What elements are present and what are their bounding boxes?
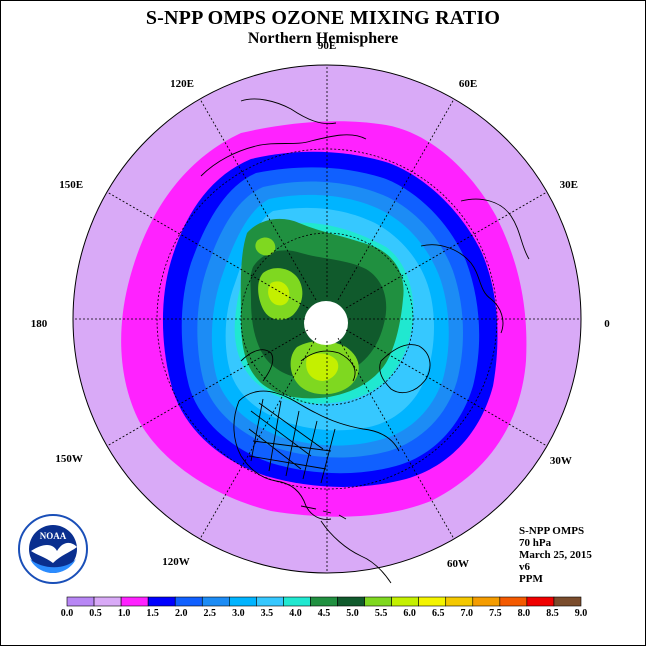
colorbar-tick-label: 2.0 xyxy=(174,608,188,619)
colorbar-swatch xyxy=(472,596,501,607)
noaa-logo: NOAA xyxy=(18,514,88,584)
colorbar-tick-label: 1.0 xyxy=(117,608,131,619)
colorbar-tick-label: 6.5 xyxy=(431,608,445,619)
colorbar-tick-label: 7.0 xyxy=(460,608,474,619)
colorbar-tick-label: 8.5 xyxy=(546,608,559,619)
colorbar-swatch xyxy=(120,596,149,607)
meridian-30W xyxy=(345,329,548,447)
map-subtitle: Northern Hemisphere xyxy=(247,30,399,47)
colorbar-tick-label: 7.5 xyxy=(489,608,502,619)
coastlines xyxy=(200,98,530,584)
info-units: PPM xyxy=(519,573,543,585)
pole-no-data xyxy=(304,301,348,345)
colorbar-tick-label: 5.0 xyxy=(346,608,359,619)
coast-europe xyxy=(420,198,530,334)
colorbar-tick-label: 6.0 xyxy=(403,608,416,619)
colorbar-swatch xyxy=(418,596,447,607)
longitude-label-0: 0 xyxy=(604,318,610,330)
longitude-label-90E: 90E xyxy=(318,40,336,52)
colorbar-swatch xyxy=(526,596,555,607)
map-title: S-NPP OMPS OZONE MIXING RATIO xyxy=(145,7,501,29)
colorbar-tick-label: 3.0 xyxy=(232,608,245,619)
longitude-label-150E: 150E xyxy=(59,179,83,191)
meridian-120E xyxy=(199,98,317,301)
colorbar-tick-label: 4.0 xyxy=(289,608,302,619)
meridian-60E xyxy=(337,98,455,301)
longitude-label-60W: 60W xyxy=(447,558,469,570)
colorbar-swatch xyxy=(174,596,203,607)
colorbar-swatch xyxy=(256,596,284,607)
graticule xyxy=(73,65,581,573)
info-level: 70 hPa xyxy=(519,537,552,549)
longitude-label-120E: 120E xyxy=(170,78,194,90)
colorbar-swatch xyxy=(499,596,528,607)
colorbar-swatch xyxy=(337,596,365,607)
info-block: S-NPP OMPS 70 hPa March 25, 2015 v6 PPM xyxy=(519,525,592,585)
colorbar-swatch xyxy=(364,596,392,607)
info-date: March 25, 2015 xyxy=(519,549,592,561)
longitude-label-30W: 30W xyxy=(550,455,572,467)
logo-text: NOAA xyxy=(40,531,67,541)
colorbar-swatch xyxy=(283,596,311,607)
colorbar-swatch xyxy=(93,596,122,607)
colorbar-swatch xyxy=(445,596,474,607)
contour-5p5-6-b xyxy=(306,353,339,381)
coast-south-america xyxy=(320,520,392,584)
logo-bird xyxy=(31,542,77,563)
coast-greenland xyxy=(379,344,431,394)
contour-5-5p5-c xyxy=(255,237,276,256)
info-product: S-NPP OMPS xyxy=(519,525,585,537)
colorbar-tick-label: 9.0 xyxy=(574,608,588,619)
colorbar-swatch xyxy=(553,596,582,607)
meridian-30E xyxy=(345,191,548,309)
contour-5p5-6-a xyxy=(268,281,290,306)
longitude-label-180: 180 xyxy=(31,318,48,330)
longitude-label-150W: 150W xyxy=(55,453,83,465)
ozone-field xyxy=(121,121,527,517)
colorbar-tick-label: 0.0 xyxy=(60,608,74,619)
colorbar-tick-label: 4.5 xyxy=(317,608,331,619)
colorbar-tick-label: 3.5 xyxy=(260,608,274,619)
longitude-label-120W: 120W xyxy=(162,556,190,568)
meridian-150W xyxy=(106,329,309,447)
colorbar-swatch xyxy=(201,596,230,607)
logo-sea xyxy=(30,559,76,573)
coast-asia xyxy=(200,98,367,177)
colorbar-swatch xyxy=(391,596,419,607)
us-state-lines xyxy=(248,398,336,484)
coast-north-america xyxy=(233,349,400,520)
longitude-label-60E: 60E xyxy=(459,78,477,90)
meridian-150E xyxy=(106,191,309,309)
colorbar-tick-label: 0.5 xyxy=(89,608,102,619)
colorbar-swatch xyxy=(310,596,338,607)
colorbar-tick-label: 5.5 xyxy=(374,608,388,619)
colorbar xyxy=(66,596,582,607)
colorbar-tick-label: 8.0 xyxy=(517,608,531,619)
colorbar-tick-label: 1.5 xyxy=(146,608,159,619)
colorbar-swatch xyxy=(66,596,95,607)
coast-caribbean xyxy=(300,505,347,520)
info-version: v6 xyxy=(519,561,530,573)
colorbar-tick-label: 2.5 xyxy=(203,608,217,619)
colorbar-swatch xyxy=(229,596,257,607)
longitude-label-30E: 30E xyxy=(560,179,578,191)
meridian-120W xyxy=(199,337,317,540)
colorbar-swatch xyxy=(147,596,176,607)
meridian-60W xyxy=(337,337,455,540)
